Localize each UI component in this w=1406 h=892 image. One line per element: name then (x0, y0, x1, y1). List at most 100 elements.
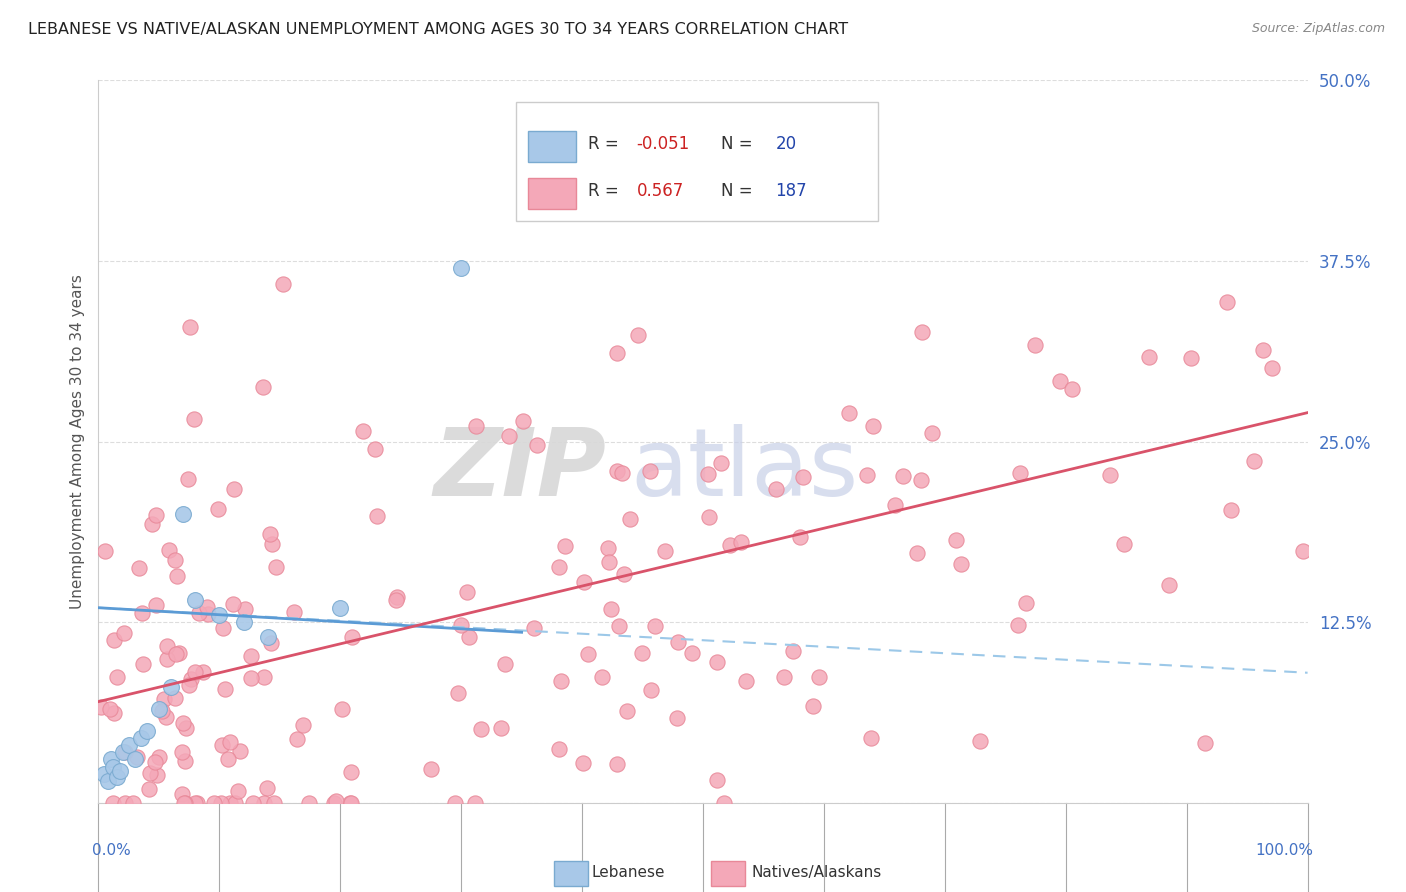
Point (172, 715, 194, 730)
Point (222, 482, 245, 496)
Point (101, 760, 124, 774)
Point (146, 768, 169, 782)
Point (526, 438, 548, 452)
Point (606, 346, 628, 360)
Point (212, 621, 235, 635)
Point (1049, 375, 1071, 389)
Point (598, 555, 620, 569)
Point (218, 735, 240, 749)
Point (859, 731, 882, 745)
Point (1024, 338, 1046, 352)
Point (101, 796, 124, 810)
Point (498, 429, 520, 443)
Text: 0.0%: 0.0% (93, 843, 131, 857)
Point (193, 665, 215, 680)
Point (1015, 597, 1038, 611)
Point (773, 670, 796, 684)
Point (186, 796, 208, 810)
Point (170, 787, 193, 801)
Point (211, 739, 233, 753)
Point (697, 467, 720, 482)
Point (145, 598, 167, 612)
FancyBboxPatch shape (554, 862, 588, 886)
Point (183, 412, 205, 426)
Point (891, 468, 914, 483)
Point (572, 756, 595, 771)
Point (252, 670, 274, 684)
Point (1292, 544, 1315, 558)
Text: ZIP: ZIP (433, 425, 606, 516)
Point (512, 414, 534, 428)
Point (256, 630, 278, 644)
Text: Source: ZipAtlas.com: Source: ZipAtlas.com (1251, 22, 1385, 36)
Point (111, 745, 134, 759)
Point (163, 690, 186, 705)
Text: 100.0%: 100.0% (1256, 843, 1313, 857)
Point (252, 380, 274, 394)
Point (782, 643, 804, 657)
Point (172, 507, 194, 521)
Point (606, 756, 628, 771)
Point (141, 516, 163, 531)
Point (112, 625, 135, 640)
Text: 0.567: 0.567 (637, 182, 683, 201)
Point (862, 418, 884, 433)
Point (626, 328, 648, 343)
Point (792, 470, 814, 484)
Point (209, 796, 232, 810)
Point (242, 796, 264, 810)
Point (202, 796, 225, 810)
Point (329, 600, 352, 615)
Point (173, 754, 195, 768)
Point (90, 700, 112, 714)
Point (323, 796, 346, 810)
Point (197, 607, 219, 621)
Point (177, 472, 200, 486)
Point (156, 651, 179, 665)
Point (494, 657, 516, 671)
Point (325, 794, 347, 808)
Point (177, 678, 200, 692)
Point (801, 698, 824, 713)
Point (464, 419, 486, 434)
Text: N =: N = (721, 182, 758, 201)
Point (207, 501, 229, 516)
Point (179, 320, 201, 334)
Point (1137, 350, 1160, 364)
Text: R =: R = (588, 135, 624, 153)
Point (127, 750, 149, 764)
Point (129, 731, 152, 745)
Point (666, 711, 689, 725)
Point (228, 783, 250, 797)
Point (214, 681, 236, 696)
Text: 187: 187 (776, 182, 807, 201)
Point (550, 673, 572, 688)
Point (385, 590, 408, 604)
Point (174, 796, 197, 810)
Point (128, 560, 150, 574)
Point (1251, 343, 1274, 357)
Point (165, 648, 187, 662)
Point (666, 635, 689, 649)
Point (222, 597, 245, 611)
Point (233, 601, 256, 615)
Text: Lebanese: Lebanese (592, 865, 665, 880)
Point (139, 765, 162, 780)
Point (1194, 736, 1216, 750)
Point (256, 780, 278, 795)
Point (148, 750, 170, 764)
Point (148, 702, 170, 716)
Point (921, 425, 943, 440)
Point (1098, 468, 1121, 483)
FancyBboxPatch shape (711, 862, 745, 886)
Point (607, 619, 630, 633)
Point (263, 796, 285, 810)
Point (114, 745, 136, 759)
FancyBboxPatch shape (527, 130, 576, 161)
Point (103, 632, 125, 647)
Point (619, 512, 641, 526)
Point (97, 774, 120, 789)
Point (1215, 295, 1237, 310)
Point (366, 509, 388, 524)
Point (184, 593, 207, 607)
